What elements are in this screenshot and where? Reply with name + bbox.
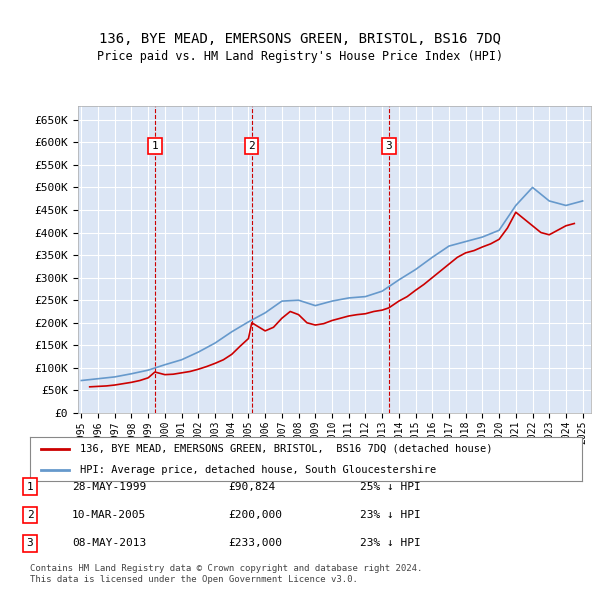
Text: 3: 3 [385, 141, 392, 151]
Text: 136, BYE MEAD, EMERSONS GREEN, BRISTOL, BS16 7DQ: 136, BYE MEAD, EMERSONS GREEN, BRISTOL, … [99, 32, 501, 47]
Text: HPI: Average price, detached house, South Gloucestershire: HPI: Average price, detached house, Sout… [80, 465, 436, 475]
Text: 23% ↓ HPI: 23% ↓ HPI [360, 510, 421, 520]
Text: 2: 2 [248, 141, 255, 151]
Text: 2: 2 [26, 510, 34, 520]
Text: £200,000: £200,000 [228, 510, 282, 520]
Text: 136, BYE MEAD, EMERSONS GREEN, BRISTOL,  BS16 7DQ (detached house): 136, BYE MEAD, EMERSONS GREEN, BRISTOL, … [80, 444, 492, 454]
Text: 23% ↓ HPI: 23% ↓ HPI [360, 539, 421, 548]
Text: This data is licensed under the Open Government Licence v3.0.: This data is licensed under the Open Gov… [30, 575, 358, 584]
Text: Price paid vs. HM Land Registry's House Price Index (HPI): Price paid vs. HM Land Registry's House … [97, 50, 503, 63]
Text: 1: 1 [26, 482, 34, 491]
Text: Contains HM Land Registry data © Crown copyright and database right 2024.: Contains HM Land Registry data © Crown c… [30, 565, 422, 573]
Text: 10-MAR-2005: 10-MAR-2005 [72, 510, 146, 520]
Text: 08-MAY-2013: 08-MAY-2013 [72, 539, 146, 548]
Text: 1: 1 [151, 141, 158, 151]
Text: 3: 3 [26, 539, 34, 548]
Text: 25% ↓ HPI: 25% ↓ HPI [360, 482, 421, 491]
Text: £233,000: £233,000 [228, 539, 282, 548]
Text: 28-MAY-1999: 28-MAY-1999 [72, 482, 146, 491]
Text: £90,824: £90,824 [228, 482, 275, 491]
